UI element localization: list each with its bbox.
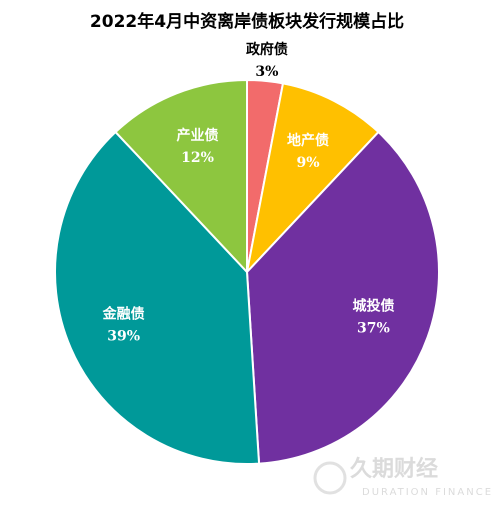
pie-slice [54, 130, 261, 465]
watermark-name: 久期财经 [350, 456, 438, 482]
value-label: 9% [296, 155, 319, 171]
slice-label: 地产债 [287, 132, 329, 149]
chart-title: 2022年4月中资离岸债板块发行规模占比 [90, 11, 404, 32]
watermark: 久期财经 DURATION FINANCE [313, 456, 493, 498]
value-label: 39% [107, 328, 140, 344]
value-label: 12% [181, 150, 214, 166]
slice-label: 城投债 [352, 298, 394, 315]
watermark-logo [313, 461, 347, 495]
slice-label: 金融债 [102, 305, 145, 322]
pie-slice [245, 130, 440, 465]
pie-slice [114, 78, 248, 275]
slice-label: 政府债 [246, 41, 288, 58]
pie-slice [245, 82, 380, 276]
value-label: 37% [357, 321, 390, 337]
slice-label: 产业债 [177, 127, 219, 144]
value-label: 3% [255, 64, 278, 80]
watermark-subtitle: DURATION FINANCE [362, 487, 493, 498]
